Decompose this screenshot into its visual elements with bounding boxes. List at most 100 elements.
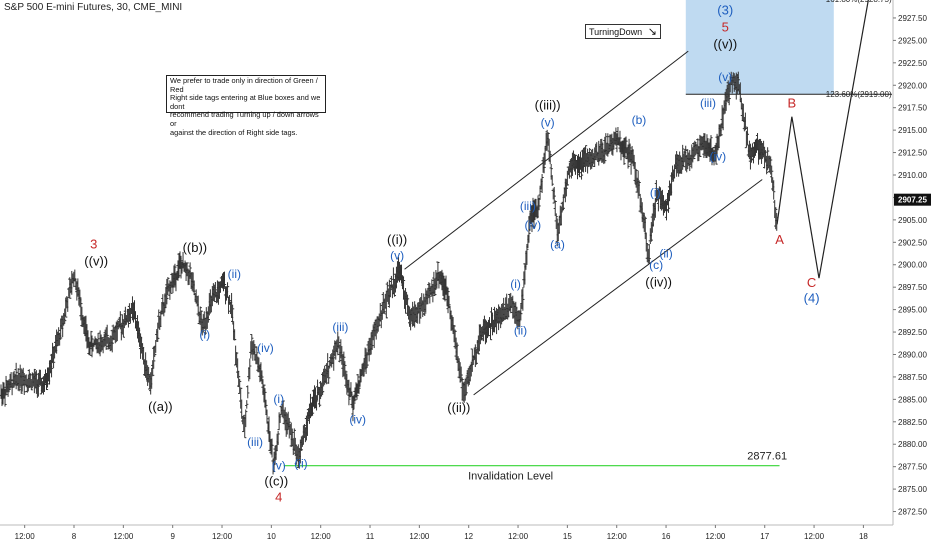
y-tick-label: 2912.50 — [898, 149, 927, 158]
wave-label: ((iv)) — [645, 274, 672, 289]
wave-label: (i) — [650, 186, 661, 200]
turning-down-label: TurningDown — [589, 27, 643, 37]
wave-label: (v) — [541, 116, 555, 130]
invalidation-label: Invalidation Level — [468, 471, 553, 483]
wave-label: 3 — [90, 237, 97, 252]
wave-label: ((v)) — [84, 254, 108, 269]
wave-label: (c) — [649, 258, 663, 272]
wave-label: (ii) — [228, 267, 241, 281]
wave-label: ((i)) — [387, 232, 407, 247]
wave-label: (iii) — [520, 199, 536, 213]
channel-line — [404, 50, 689, 270]
x-tick-label: 17 — [760, 532, 769, 541]
y-tick-label: 2920.00 — [898, 81, 927, 90]
wave-label: (ii) — [514, 324, 527, 338]
x-tick-label: 12:00 — [607, 532, 628, 541]
wave-label: C — [807, 275, 816, 290]
y-tick-label: 2927.50 — [898, 14, 927, 23]
y-tick-label: 2887.50 — [898, 373, 927, 382]
extension-label: 123.60%(2919.00) — [826, 90, 892, 99]
y-tick-label: 2900.00 — [898, 261, 927, 270]
wave-label: (ii) — [659, 247, 672, 261]
x-tick-label: 15 — [563, 532, 572, 541]
wave-label: (iii) — [247, 435, 263, 449]
trading-note-line: against the direction of Right side tags… — [170, 127, 298, 137]
y-tick-label: 2892.50 — [898, 328, 927, 337]
projection-path — [776, 0, 869, 279]
wave-label: (iv) — [525, 218, 542, 232]
wave-label: 4 — [275, 490, 282, 505]
chart-title: S&P 500 E-mini Futures, 30, CME_MINI — [4, 2, 183, 13]
wave-label: (3) — [717, 2, 733, 17]
y-tick-label: 2890.00 — [898, 350, 927, 359]
x-tick-label: 10 — [267, 532, 276, 541]
y-tick-label: 2925.00 — [898, 36, 927, 45]
turning-down-tag: TurningDown ↘ — [585, 24, 661, 39]
wave-label: ((iii)) — [535, 97, 561, 112]
trading-note-line: recommend trading Turning up / down arro… — [170, 110, 319, 128]
trading-note: We prefer to trade only in direction of … — [166, 75, 326, 136]
wave-label: (v) — [718, 70, 732, 84]
x-tick-label: 9 — [170, 532, 175, 541]
y-tick-label: 2880.00 — [898, 440, 927, 449]
wave-label: A — [775, 232, 784, 247]
wave-label: (ii) — [294, 457, 307, 471]
y-tick-label: 2910.00 — [898, 171, 927, 180]
wave-label: (a) — [550, 238, 565, 252]
wave-label: (iv) — [710, 150, 727, 164]
y-tick-label: 2917.50 — [898, 104, 927, 113]
wave-label: (iii) — [332, 320, 348, 334]
x-tick-label: 12:00 — [804, 532, 825, 541]
wave-label: B — [788, 96, 797, 111]
wave-label: ((v)) — [713, 36, 737, 51]
y-tick-label: 2897.50 — [898, 283, 927, 292]
wave-label: (i) — [510, 277, 521, 291]
wave-label: (v) — [390, 248, 404, 262]
wave-label: (i) — [273, 392, 284, 406]
x-tick-label: 12:00 — [705, 532, 726, 541]
x-tick-label: 12:00 — [508, 532, 529, 541]
y-tick-label: 2922.50 — [898, 59, 927, 68]
x-tick-label: 16 — [662, 532, 671, 541]
wave-label: ((a)) — [148, 399, 173, 414]
y-tick-label: 2915.00 — [898, 126, 927, 135]
y-tick-label: 2872.50 — [898, 508, 927, 517]
wave-label: ((ii)) — [447, 400, 470, 415]
x-tick-label: 12 — [464, 532, 473, 541]
wave-label: (b) — [632, 113, 647, 127]
wave-label: ((c)) — [264, 474, 288, 489]
x-tick-label: 12:00 — [409, 532, 430, 541]
wave-label: (v) — [272, 458, 286, 472]
y-tick-label: 2905.00 — [898, 216, 927, 225]
wave-label: ((b)) — [183, 240, 208, 255]
x-tick-label: 12:00 — [311, 532, 332, 541]
invalidation-price: 2877.61 — [747, 451, 787, 463]
wave-label: (4) — [804, 290, 820, 305]
extension-label: 161.80%(2928.75) — [826, 0, 892, 4]
y-tick-label: 2875.00 — [898, 485, 927, 494]
trading-note-line: We prefer to trade only in direction of … — [170, 76, 318, 94]
x-tick-label: 12:00 — [212, 532, 233, 541]
x-tick-label: 18 — [859, 532, 868, 541]
y-tick-label: 2882.50 — [898, 418, 927, 427]
x-tick-label: 12:00 — [15, 532, 36, 541]
x-tick-label: 11 — [366, 532, 375, 541]
trading-note-line: Right side tags entering at Blue boxes a… — [170, 93, 321, 111]
y-tick-label: 2885.00 — [898, 395, 927, 404]
wave-label: (i) — [199, 327, 210, 341]
channel-line — [473, 179, 763, 396]
current-price-marker — [894, 193, 931, 206]
arrow-down-right-icon: ↘ — [647, 26, 657, 38]
wave-label: (iv) — [349, 413, 366, 427]
y-tick-label: 2877.50 — [898, 463, 927, 472]
wave-label: (iii) — [700, 96, 716, 110]
wave-label: (iv) — [257, 341, 274, 355]
current-price-label: 2907.25 — [898, 196, 927, 205]
y-tick-label: 2895.00 — [898, 306, 927, 315]
wave-label: 5 — [722, 19, 729, 34]
x-tick-label: 12:00 — [113, 532, 134, 541]
y-tick-label: 2902.50 — [898, 238, 927, 247]
blue-box — [685, 0, 834, 95]
